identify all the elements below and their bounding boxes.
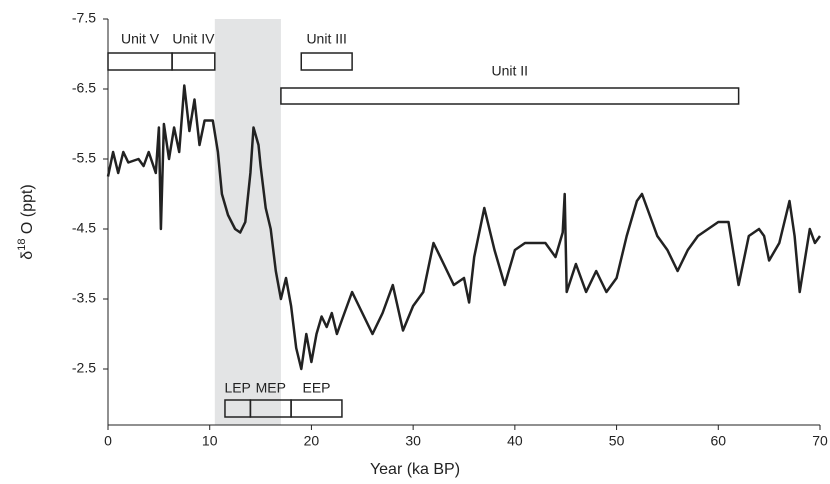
- y-label-sup: 18: [16, 239, 28, 251]
- y-tick-label: -4.5: [72, 220, 96, 236]
- y-tick-label: -7.5: [72, 10, 96, 26]
- x-tick-label: 60: [710, 433, 726, 449]
- data-line: [106, 84, 822, 371]
- unit-label: MEP: [256, 380, 286, 396]
- x-axis-label: Year (ka BP): [370, 461, 460, 478]
- y-tick-label: -3.5: [72, 290, 96, 306]
- y-label-suffix: O (ppt): [19, 184, 36, 238]
- x-tick-label: 10: [202, 433, 218, 449]
- x-tick-label: 30: [405, 433, 421, 449]
- x-tick-label: 70: [812, 433, 828, 449]
- x-tick-label: 40: [507, 433, 523, 449]
- y-label-prefix: δ: [19, 251, 36, 260]
- x-tick-label: 50: [609, 433, 625, 449]
- x-tick-label: 20: [304, 433, 320, 449]
- x-tick-label: 0: [104, 433, 112, 449]
- unit-box: [280, 87, 740, 105]
- unit-box: [107, 52, 173, 71]
- unit-label: Unit IV: [172, 31, 215, 47]
- unit-label: EEP: [303, 380, 331, 396]
- unit-label: LEP: [224, 380, 250, 396]
- unit-box: [300, 52, 353, 71]
- y-axis-label: δ18 O (ppt): [16, 184, 36, 259]
- unit-label: Unit V: [121, 31, 160, 47]
- y-tick-label: -5.5: [72, 150, 96, 166]
- shaded-band: [214, 19, 281, 425]
- unit-label: Unit III: [306, 31, 346, 47]
- unit-box: [171, 52, 216, 71]
- y-tick-label: -6.5: [72, 80, 96, 96]
- unit-label: Unit II: [491, 63, 528, 79]
- unit-box: [290, 399, 343, 418]
- y-tick-label: -2.5: [72, 360, 96, 376]
